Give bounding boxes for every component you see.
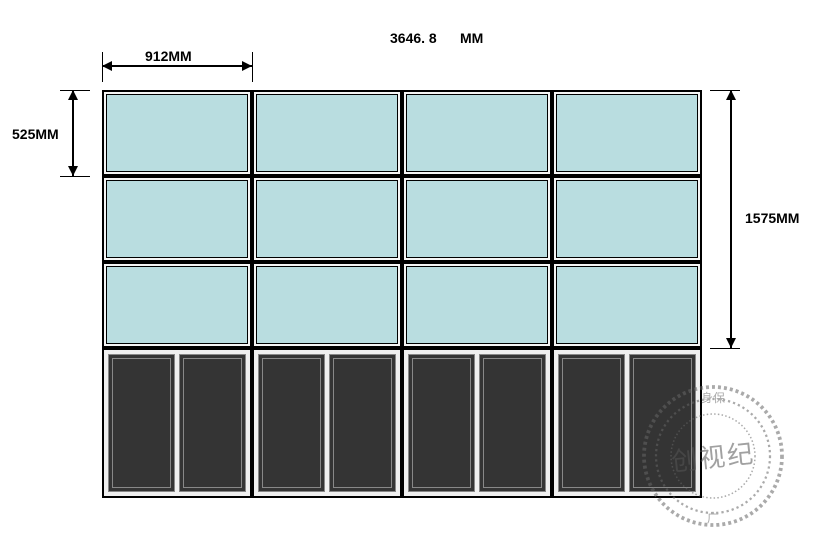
screen-inner: [106, 266, 248, 344]
screen-panel: [552, 176, 702, 262]
screen-row: [102, 262, 702, 348]
cabinet-door-inner: [333, 358, 392, 488]
cabinet-door: [329, 354, 396, 492]
screen-row: [102, 176, 702, 262]
ext-line: [60, 90, 90, 91]
stamp-ring-bottom: 广: [707, 511, 719, 525]
screen-inner: [256, 180, 398, 258]
screen-panel: [252, 90, 402, 176]
arrow-icon: [242, 61, 252, 71]
ext-line: [710, 348, 740, 349]
arrow-icon: [68, 90, 78, 100]
ext-line: [102, 52, 103, 82]
ext-line: [710, 90, 740, 91]
cabinet-row: [102, 348, 702, 498]
stamp-ring-top: 身保: [701, 390, 725, 405]
screen-panel: [402, 90, 552, 176]
cabinet-door: [479, 354, 546, 492]
ext-line: [60, 176, 90, 177]
screen-row: [102, 90, 702, 176]
screen-inner: [406, 180, 548, 258]
dim-panel-height-line: [72, 90, 74, 176]
cabinet-door-inner: [262, 358, 321, 488]
dim-screen-height-line: [730, 90, 732, 348]
cabinet-door-inner: [183, 358, 242, 488]
cabinet-door: [558, 354, 625, 492]
ext-line: [252, 52, 253, 82]
cabinet-door: [108, 354, 175, 492]
arrow-icon: [68, 166, 78, 176]
screen-panel: [252, 176, 402, 262]
cabinet-unit: [102, 348, 252, 498]
screen-panel: [102, 90, 252, 176]
screen-panel: [552, 90, 702, 176]
cabinet-unit: [252, 348, 402, 498]
cabinet-door-inner: [112, 358, 171, 488]
video-wall: [102, 90, 702, 498]
screen-inner: [556, 94, 698, 172]
screen-panel: [102, 176, 252, 262]
screen-panel: [402, 176, 552, 262]
dim-total-width-value: 3646. 8: [390, 30, 437, 46]
arrow-icon: [726, 338, 736, 348]
cabinet-door: [408, 354, 475, 492]
screen-panel: [552, 262, 702, 348]
screen-inner: [406, 94, 548, 172]
screen-inner: [406, 266, 548, 344]
screen-inner: [106, 94, 248, 172]
dim-total-width-unit: MM: [460, 30, 483, 46]
cabinet-door-inner: [483, 358, 542, 488]
diagram-container: 3646. 8 MM 912MM 525MM 1575MM 身保 广 创视纪: [0, 0, 818, 551]
dim-panel-height-value: 525MM: [12, 126, 59, 142]
arrow-icon: [726, 90, 736, 100]
arrow-icon: [102, 61, 112, 71]
screen-inner: [556, 266, 698, 344]
cabinet-door-inner: [562, 358, 621, 488]
cabinet-unit: [402, 348, 552, 498]
screen-panel: [402, 262, 552, 348]
screen-inner: [256, 94, 398, 172]
cabinet-door: [179, 354, 246, 492]
dim-screen-height-value: 1575MM: [745, 210, 799, 226]
cabinet-door-inner: [412, 358, 471, 488]
dim-panel-width-line: [102, 65, 252, 67]
screen-inner: [556, 180, 698, 258]
watermark-stamp: 身保 广 创视纪: [638, 381, 788, 531]
screen-panel: [102, 262, 252, 348]
screen-inner: [256, 266, 398, 344]
screen-panel: [252, 262, 402, 348]
dim-panel-width-value: 912MM: [145, 48, 192, 64]
cabinet-door: [258, 354, 325, 492]
screen-inner: [106, 180, 248, 258]
